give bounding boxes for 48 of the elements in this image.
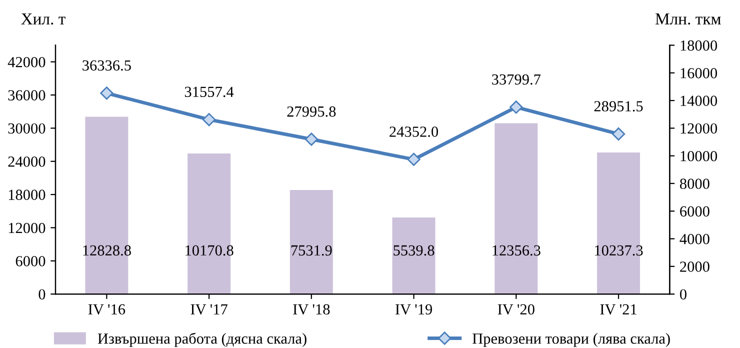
data-label: 7531.9 (291, 245, 332, 256)
x-tick-label: IV '21 (600, 304, 636, 315)
legend-label: Извършена работа (дясна скала) (98, 332, 306, 347)
x-tick-label: IV '16 (88, 304, 126, 315)
y2-tick-label: 12000 (680, 123, 718, 134)
x-tick-label: IV '19 (395, 304, 432, 315)
bar (290, 190, 333, 294)
data-label: 10170.8 (186, 245, 234, 256)
data-label: 31557.4 (184, 86, 234, 98)
data-label: 12828.8 (83, 245, 131, 256)
y-axis-title: Хил. т (21, 13, 66, 25)
y2-tick-label: 16000 (680, 68, 718, 78)
data-label: 24352.0 (390, 126, 438, 137)
y2-tick-label: 4000 (680, 234, 710, 244)
x-tick-label: IV '18 (293, 304, 330, 315)
point (202, 112, 216, 126)
y-tick-label: 24000 (8, 156, 46, 167)
y2-tick-label: 0 (680, 289, 686, 300)
y2-tick-label: 10000 (680, 150, 718, 162)
y-tick-label: 18000 (8, 190, 46, 200)
data-label: 33799.7 (492, 74, 541, 85)
y2-tick-label: 8000 (680, 178, 710, 189)
legend-label: Превозени товари (лява скала) (472, 333, 670, 347)
point (304, 132, 318, 146)
x-tick-label: IV '17 (190, 304, 228, 315)
data-label: 36336.5 (82, 60, 131, 71)
y-tick-label: 6000 (16, 256, 46, 266)
y-tick-label: 42000 (8, 56, 46, 68)
y-tick-label: 30000 (8, 123, 46, 134)
data-label: 28951.5 (594, 101, 643, 112)
point (612, 127, 626, 141)
y2-axis-title: Млн. ткм (655, 13, 721, 25)
point (510, 100, 523, 114)
point (407, 152, 420, 166)
y-tick-label: 36000 (8, 90, 46, 100)
y-tick-label: 0 (38, 289, 46, 300)
bar (392, 217, 436, 294)
x-tick-label: IV '20 (498, 304, 534, 315)
y2-tick-label: 18000 (680, 40, 718, 51)
data-label: 27995.8 (287, 106, 336, 117)
data-label: 5539.8 (394, 245, 434, 256)
y2-tick-label: 2000 (680, 262, 710, 272)
y2-tick-label: 6000 (680, 206, 710, 217)
y2-tick-label: 14000 (680, 96, 718, 106)
data-label: 12356.3 (492, 245, 540, 256)
data-label: 10237.3 (595, 245, 643, 256)
y-tick-label: 12000 (8, 222, 46, 234)
point (100, 86, 114, 100)
